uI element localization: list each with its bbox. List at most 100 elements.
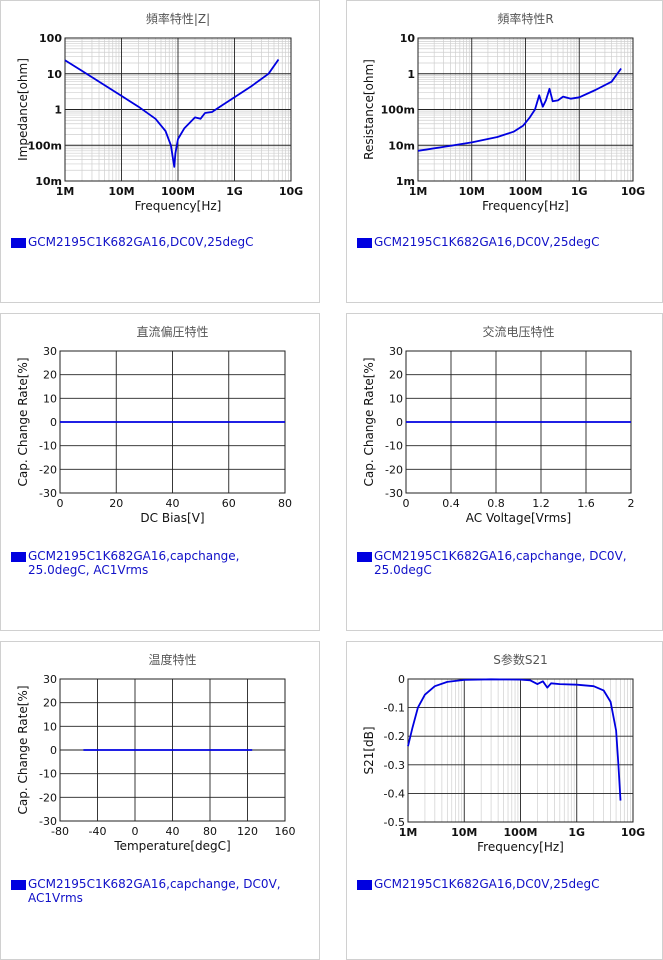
chart-panel-temperature: 温度特性 -80 -40 0 40 80 120 160 30 20 10 0 -10 -20 -30 Tem…	[0, 641, 320, 960]
x-tick-label: 0	[403, 497, 410, 510]
y-tick-label: -20	[39, 463, 57, 476]
chart-title: 直流偏圧特性	[136, 324, 208, 339]
x-axis-label: Frequency[Hz]	[135, 199, 222, 213]
y-tick-label: 20	[43, 697, 57, 710]
x-tick-label: 20	[109, 497, 123, 510]
x-tick-label: 100M	[509, 185, 543, 198]
chart-panel-dc-bias: 直流偏圧特性 0 20 40 60 80 30 20 10 0 -10 -20 -30 DC Bias[V…	[0, 313, 320, 631]
y-tick-label: 0	[50, 416, 57, 429]
y-tick-label: 20	[43, 369, 57, 382]
chart-resistance: 頻率特性R 1M 10M 100M 1G 10G 1m 10m 100m 1 10 Frequency…	[362, 11, 645, 213]
y-tick-label: 10	[389, 392, 403, 405]
x-tick-label: 2	[628, 497, 635, 510]
chart-impedance: 頻率特性|Z| 1M 10M 100M 1G 10G 10m 100m 1 10 100 Freque…	[16, 11, 303, 213]
x-tick-label: -40	[89, 825, 107, 838]
y-axis-label: Cap. Change Rate[%]	[16, 357, 30, 486]
legend-label: GCM2195C1K682GA16,DC0V,25degC	[374, 235, 600, 249]
legend-swatch	[357, 552, 372, 562]
legend-label: GCM2195C1K682GA16,DC0V,25degC	[374, 877, 600, 891]
legend-swatch	[357, 880, 372, 890]
y-tick-label: 10m	[388, 139, 415, 152]
legend-resistance: GCM2195C1K682GA16,DC0V,25degC	[357, 235, 654, 249]
y-tick-label: -0.1	[384, 702, 405, 715]
y-tick-label: 100	[39, 32, 62, 45]
x-tick-label: 10M	[451, 826, 477, 839]
x-tick-label: 40	[166, 825, 180, 838]
x-tick-label: 1G	[226, 185, 243, 198]
chart-s21: S参数S21 1M 10M 100M 1G 10G 0 -0.1 -0.2 -0.3 -0.4 -0.…	[362, 652, 645, 854]
x-tick-label: 10M	[459, 185, 485, 198]
x-tick-label: 60	[222, 497, 236, 510]
x-tick-label: 1M	[56, 185, 75, 198]
chart-title: 温度特性	[148, 652, 196, 667]
y-tick-label: 1	[407, 68, 415, 81]
x-tick-label: 120	[237, 825, 258, 838]
y-tick-label: 0	[50, 744, 57, 757]
x-tick-label: 1.6	[577, 497, 595, 510]
x-tick-label: 10G	[279, 185, 303, 198]
x-tick-label: 80	[203, 825, 217, 838]
x-tick-label: 100M	[161, 185, 195, 198]
x-tick-label: 0	[57, 497, 64, 510]
legend-swatch	[11, 552, 26, 562]
y-tick-label: -0.3	[384, 759, 405, 772]
chart-title: 頻率特性R	[497, 11, 553, 26]
y-tick-label: -20	[385, 463, 403, 476]
chart-ac-voltage: 交流电压特性 0 0.4 0.8 1.2 1.6 2 30 20 10 0 -10 -20 -30 AC V…	[362, 324, 635, 525]
legend-ac-voltage: GCM2195C1K682GA16,capchange, DC0V, 25.0d…	[357, 549, 657, 577]
series-line	[64, 58, 280, 168]
y-tick-label: -30	[385, 487, 403, 500]
plot-frame	[64, 37, 292, 182]
y-tick-label: 100m	[381, 104, 415, 117]
y-tick-label: 10	[43, 720, 57, 733]
legend-label: GCM2195C1K682GA16,capchange, DC0V, AC1Vr…	[28, 877, 281, 905]
x-tick-label: 1M	[399, 826, 418, 839]
chart-title: S参数S21	[493, 652, 548, 667]
y-axis-label: S21[dB]	[362, 726, 376, 774]
y-tick-label: 30	[43, 345, 57, 358]
y-tick-label: 0	[398, 673, 405, 686]
y-tick-label: -30	[39, 487, 57, 500]
x-tick-label: 160	[275, 825, 296, 838]
legend-impedance: GCM2195C1K682GA16,DC0V,25degC	[11, 235, 311, 249]
chart-panel-impedance: 頻率特性|Z| 1M 10M 100M 1G 10G 10m 100m 1 10 100 Freque…	[0, 0, 320, 303]
legend-s21: GCM2195C1K682GA16,DC0V,25degC	[357, 877, 654, 891]
x-axis-label: AC Voltage[Vrms]	[466, 511, 571, 525]
legend-dc-bias: GCM2195C1K682GA16,capchange, 25.0degC, A…	[11, 549, 276, 577]
chart-temperature: 温度特性 -80 -40 0 40 80 120 160 30 20 10 0 -10 -20 -30 Tem…	[16, 652, 296, 853]
y-tick-label: 30	[43, 673, 57, 686]
y-tick-label: -0.2	[384, 730, 405, 743]
y-axis-label: Cap. Change Rate[%]	[362, 357, 376, 486]
y-tick-label: 30	[389, 345, 403, 358]
legend-label: GCM2195C1K682GA16,capchange, 25.0degC, A…	[28, 549, 240, 577]
y-tick-label: 1m	[396, 175, 415, 188]
y-tick-label: 10m	[35, 175, 62, 188]
y-tick-label: 100m	[28, 139, 62, 152]
x-tick-label: 80	[278, 497, 292, 510]
y-axis-label: Resistance[ohm]	[362, 59, 376, 160]
x-axis-label: Frequency[Hz]	[477, 840, 564, 854]
x-tick-label: 1G	[571, 185, 588, 198]
legend-temperature: GCM2195C1K682GA16,capchange, DC0V, AC1Vr…	[11, 877, 311, 905]
legend-label: GCM2195C1K682GA16,capchange, DC0V, 25.0d…	[374, 549, 627, 577]
chart-dc-bias: 直流偏圧特性 0 20 40 60 80 30 20 10 0 -10 -20 -30 DC Bias[V…	[16, 324, 292, 525]
legend-label: GCM2195C1K682GA16,DC0V,25degC	[28, 235, 254, 249]
x-tick-label: 1G	[568, 826, 585, 839]
y-axis-label: Impedance[ohm]	[16, 58, 30, 161]
x-axis-label: Frequency[Hz]	[482, 199, 569, 213]
y-tick-label: 1	[54, 104, 62, 117]
chart-title: 頻率特性|Z|	[146, 11, 210, 26]
legend-swatch	[11, 880, 26, 890]
legend-swatch	[357, 238, 372, 248]
x-tick-label: 0.4	[442, 497, 460, 510]
x-tick-label: 40	[166, 497, 180, 510]
x-tick-label: 10G	[621, 826, 645, 839]
x-tick-label: 10G	[621, 185, 645, 198]
plot-frame	[417, 37, 634, 182]
x-tick-label: 1.2	[532, 497, 550, 510]
x-tick-label: 100M	[504, 826, 538, 839]
y-tick-label: -30	[39, 815, 57, 828]
x-axis-label: Temperature[degC]	[113, 839, 230, 853]
y-tick-label: 0	[396, 416, 403, 429]
y-tick-label: -0.4	[384, 787, 405, 800]
